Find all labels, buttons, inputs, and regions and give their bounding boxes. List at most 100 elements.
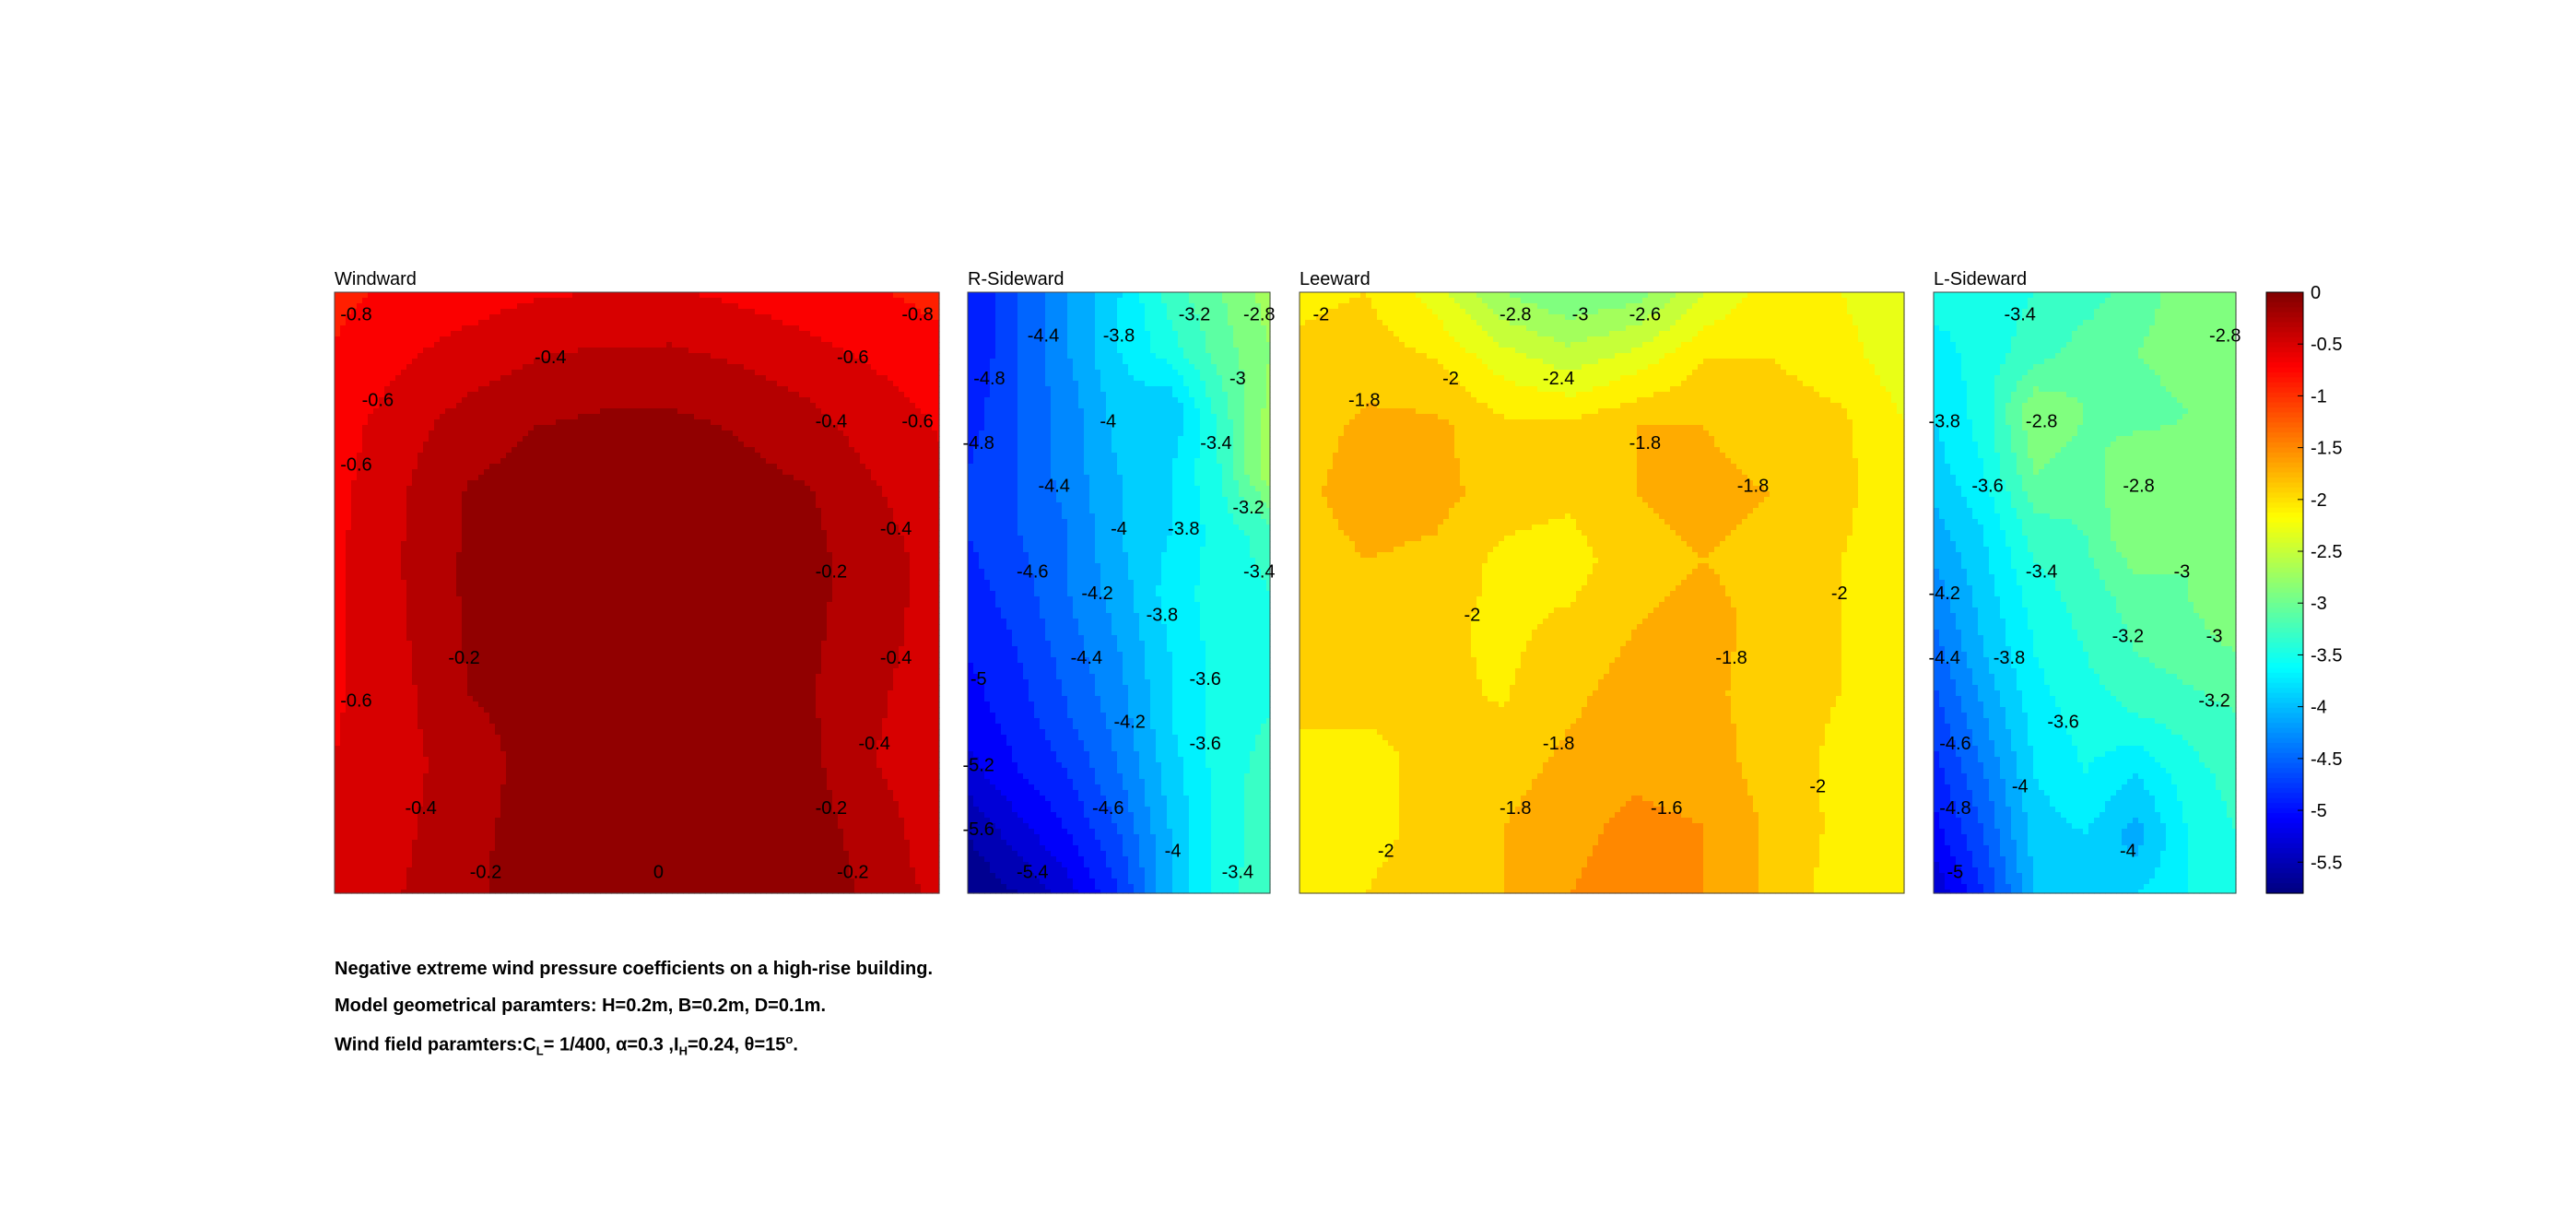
contour-cell — [716, 381, 723, 387]
contour-cell — [362, 530, 369, 536]
contour-cell — [666, 458, 673, 465]
contour-cell — [760, 314, 767, 321]
contour-cell — [567, 342, 573, 348]
contour-cell — [838, 486, 844, 492]
contour-cell — [921, 469, 927, 476]
contour-cell — [373, 430, 380, 437]
contour-cell — [749, 392, 756, 398]
contour-cell — [755, 480, 761, 487]
contour-cell — [451, 408, 457, 415]
contour-cell — [705, 397, 712, 404]
contour-cell — [865, 430, 872, 437]
contour-cell — [849, 320, 855, 326]
contour-cell — [368, 303, 374, 310]
contour-cell — [843, 502, 850, 509]
contour-cell — [456, 525, 463, 531]
contour-cell — [561, 364, 568, 371]
contour-cell — [478, 541, 485, 548]
contour-cell — [937, 530, 940, 536]
contour-cell — [871, 348, 877, 354]
contour-cell — [517, 403, 523, 409]
contour-cell — [832, 342, 839, 348]
contour-cell — [583, 525, 590, 531]
contour-cell — [810, 442, 817, 448]
contour-cell — [832, 425, 839, 431]
contour-cell — [888, 458, 894, 465]
contour-cell — [484, 325, 490, 332]
contour-cell — [368, 364, 374, 371]
contour-cell — [545, 419, 551, 426]
contour-cell — [860, 403, 866, 409]
contour-cell — [788, 530, 794, 536]
contour-cell — [523, 381, 529, 387]
contour-cell — [534, 403, 540, 409]
contour-cell — [655, 425, 662, 431]
contour-cell — [357, 486, 363, 492]
contour-cell — [777, 320, 783, 326]
contour-cell — [794, 475, 800, 481]
contour-cell — [827, 403, 833, 409]
contour-cell — [749, 370, 756, 376]
contour-cell — [677, 486, 684, 492]
contour-cell — [749, 359, 756, 365]
contour-cell — [876, 497, 883, 503]
contour-cell — [843, 464, 850, 470]
contour-cell — [379, 320, 385, 326]
contour-cell — [639, 430, 645, 437]
contour-cell — [484, 513, 490, 520]
contour-cell — [782, 359, 789, 365]
contour-cell — [694, 453, 700, 459]
contour-cell — [556, 530, 562, 536]
contour-cell — [672, 314, 678, 321]
contour-cell — [915, 375, 922, 382]
contour-cell — [700, 475, 706, 481]
contour-cell — [915, 331, 922, 337]
contour-cell — [600, 447, 606, 454]
contour-cell — [700, 331, 706, 337]
contour-cell — [799, 464, 806, 470]
contour-cell — [617, 464, 623, 470]
contour-cell — [373, 525, 380, 531]
contour-cell — [843, 364, 850, 371]
contour-cell — [672, 325, 678, 332]
contour-cell — [805, 447, 811, 454]
contour-cell — [395, 364, 402, 371]
contour-cell — [346, 359, 352, 365]
contour-cell — [771, 298, 778, 304]
contour-cell — [384, 408, 391, 415]
contour-cell — [910, 353, 916, 360]
contour-cell — [368, 386, 374, 393]
contour-cell — [799, 359, 806, 365]
contour-cell — [379, 502, 385, 509]
contour-cell — [628, 331, 634, 337]
contour-cell — [794, 325, 800, 332]
contour-cell — [384, 375, 391, 382]
contour-cell — [418, 331, 424, 337]
contour-cell — [600, 292, 606, 299]
contour-cell — [672, 359, 678, 365]
contour-cell — [478, 414, 485, 420]
contour-cell — [578, 309, 584, 315]
contour-cell — [561, 353, 568, 360]
contour-cell — [362, 397, 369, 404]
contour-cell — [373, 359, 380, 365]
contour-cell — [644, 480, 651, 487]
contour-cell — [506, 469, 512, 476]
contour-cell — [534, 342, 540, 348]
contour-cell — [335, 325, 341, 332]
contour-cell — [539, 508, 546, 514]
contour-cell — [904, 325, 911, 332]
contour-cell — [766, 430, 772, 437]
contour-cell — [838, 464, 844, 470]
contour-cell — [882, 419, 888, 426]
contour-cell — [462, 469, 468, 476]
contour-cell — [594, 348, 601, 354]
contour-cell — [594, 359, 601, 365]
contour-cell — [716, 342, 723, 348]
contour-cell — [921, 519, 927, 525]
contour-cell — [622, 314, 629, 321]
contour-cell — [495, 359, 501, 365]
contour-cell — [556, 336, 562, 343]
contour-cell — [899, 359, 905, 365]
contour-cell — [716, 386, 723, 393]
